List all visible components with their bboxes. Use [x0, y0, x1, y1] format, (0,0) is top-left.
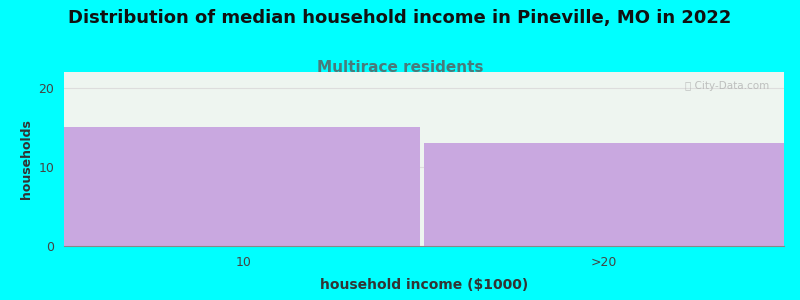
X-axis label: household income ($1000): household income ($1000)	[320, 278, 528, 292]
Text: Distribution of median household income in Pineville, MO in 2022: Distribution of median household income …	[68, 9, 732, 27]
Text: Multirace residents: Multirace residents	[317, 60, 483, 75]
Bar	[424, 143, 784, 246]
Bar	[64, 128, 421, 246]
Y-axis label: households: households	[20, 119, 33, 199]
Text: ⓘ City-Data.com: ⓘ City-Data.com	[686, 81, 770, 91]
